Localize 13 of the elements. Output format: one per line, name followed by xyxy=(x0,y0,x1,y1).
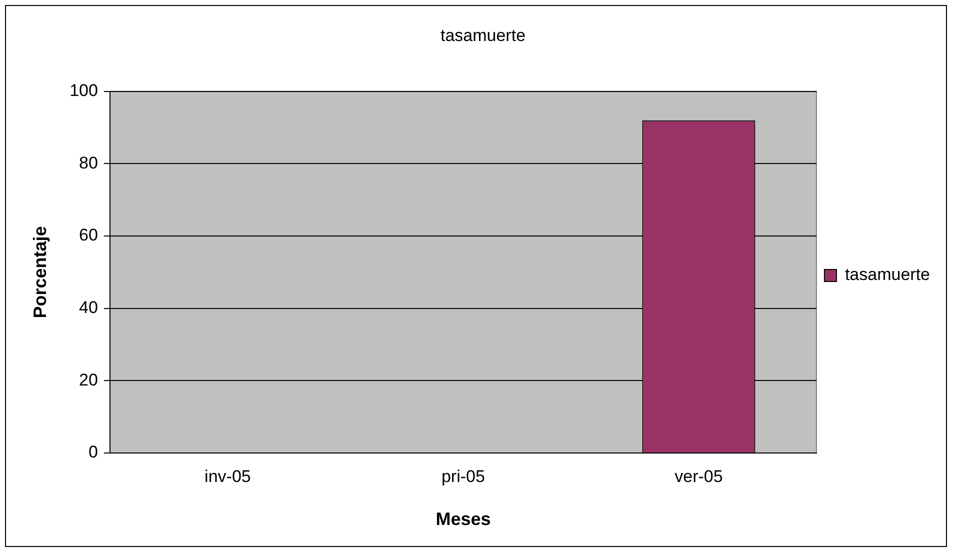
x-axis-title: Meses xyxy=(436,509,491,530)
y-tick-label: 60 xyxy=(79,226,98,245)
y-tick-label: 80 xyxy=(79,153,98,172)
y-tick-label: 100 xyxy=(70,81,98,100)
x-tick-label: ver-05 xyxy=(674,466,723,486)
legend-label: tasamuerte xyxy=(844,265,930,284)
x-tick-label: inv-05 xyxy=(204,466,251,486)
x-tick-label: pri-05 xyxy=(441,466,485,486)
y-tick-label: 40 xyxy=(79,298,98,318)
y-axis-title: Porcentaje xyxy=(30,226,50,318)
y-tick-label: 20 xyxy=(79,370,98,390)
chart-title: tasamuerte xyxy=(440,26,526,45)
y-tick-label: 0 xyxy=(88,442,98,462)
